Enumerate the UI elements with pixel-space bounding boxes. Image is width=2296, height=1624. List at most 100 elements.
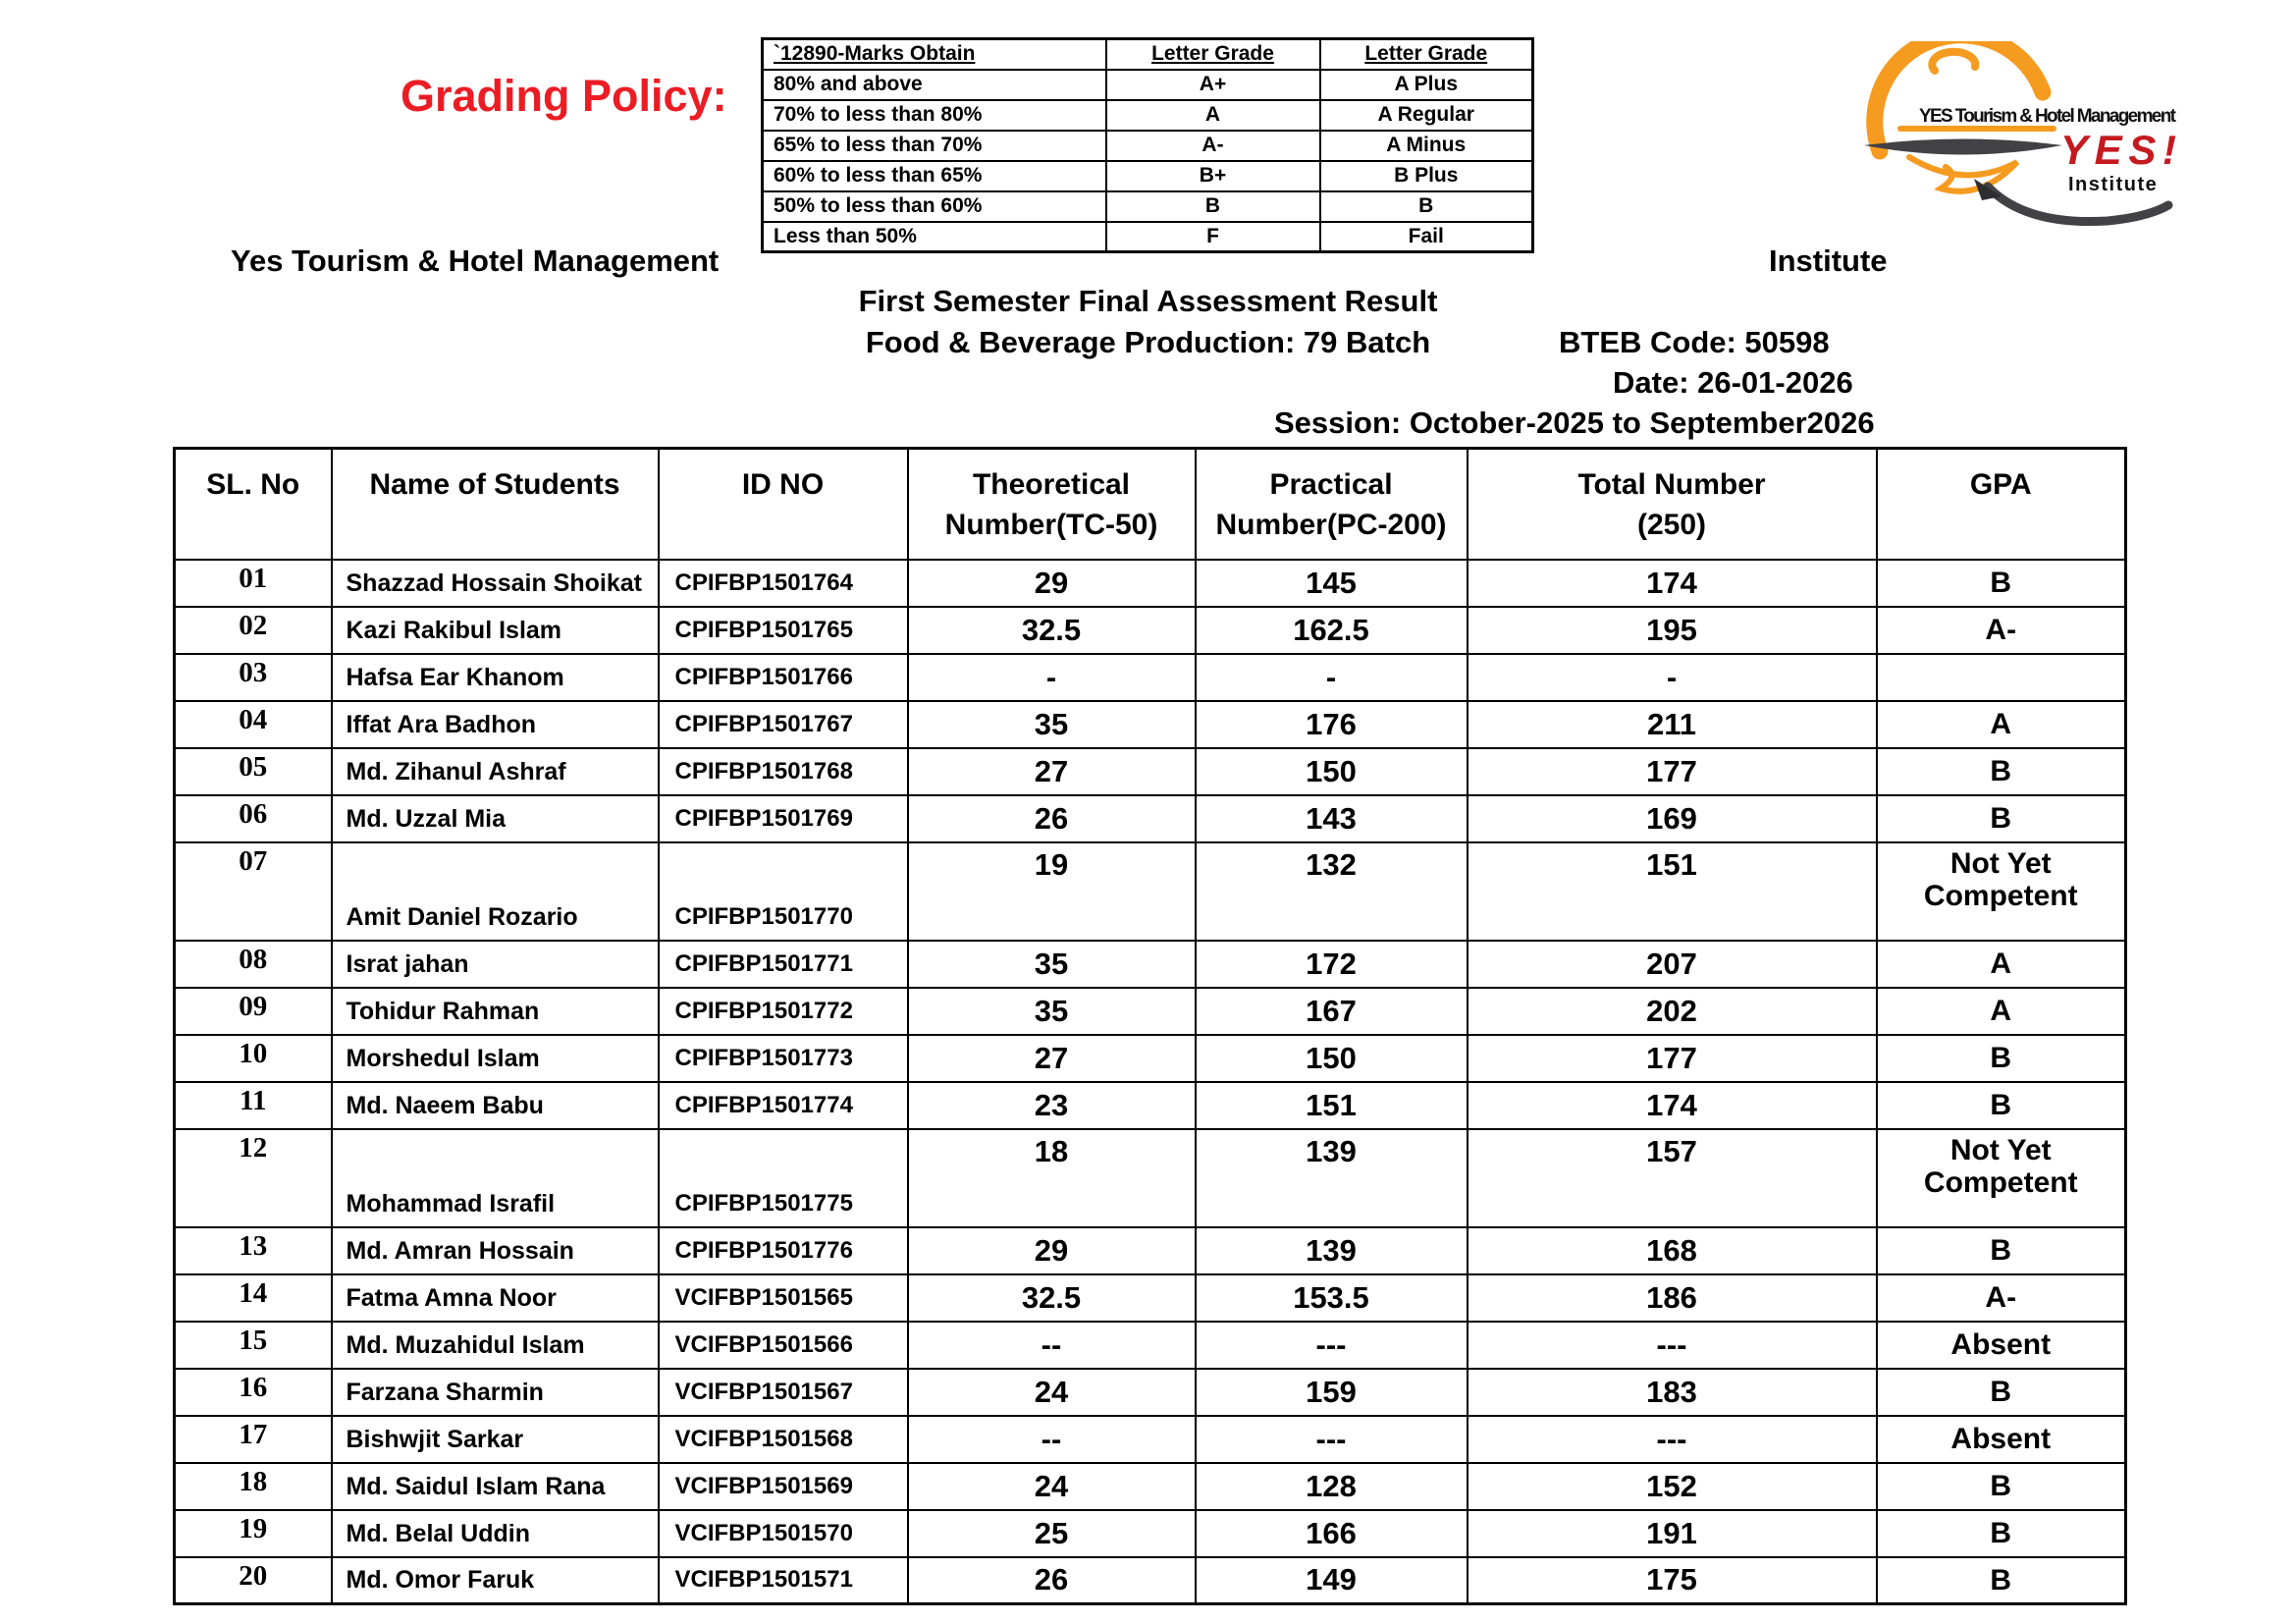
gpa-cell: Absent <box>1875 1320 2127 1370</box>
theoretical-number-cell: 27 <box>906 746 1197 796</box>
student-name-cell: Farzana Sharmin <box>330 1367 660 1417</box>
student-name-cell: Iffat Ara Badhon <box>330 699 660 749</box>
grading-policy-row: 60% to less than 65% B+ B Plus <box>761 159 1534 192</box>
practical-number-cell: 145 <box>1194 558 1468 608</box>
sl-number-cell: 02 <box>173 605 333 655</box>
table-row: 17 Bishwjit Sarkar VCIFBP1501568 -- --- --- Ab… <box>173 1414 2127 1464</box>
student-name-cell: Md. Saidul Islam Rana <box>330 1461 660 1511</box>
sl-number-cell: 19 <box>173 1508 333 1558</box>
student-id-cell: CPIFBP1501766 <box>657 652 909 702</box>
total-number-cell: 195 <box>1466 605 1878 655</box>
results-header-cell: Name of Students <box>330 447 660 561</box>
gpa-cell: A- <box>1875 1272 2127 1323</box>
student-name-cell: Bishwjit Sarkar <box>330 1414 660 1464</box>
student-id-cell: CPIFBP1501768 <box>657 746 909 796</box>
sl-number-cell: 13 <box>173 1225 333 1275</box>
gpa-cell: B <box>1875 1080 2127 1130</box>
swirl-icon <box>1906 154 2020 194</box>
letter-grade-cell: A+ <box>1104 68 1321 101</box>
sl-number-cell: 03 <box>173 652 333 702</box>
table-row: 14 Fatma Amna Noor VCIFBP1501565 32.5 153.5 1… <box>173 1272 2127 1323</box>
student-id-cell: CPIFBP1501776 <box>657 1225 909 1275</box>
sl-number-cell: 17 <box>173 1414 333 1464</box>
total-number-cell: 151 <box>1466 840 1878 942</box>
grading-policy-row: 50% to less than 60% B B <box>761 189 1534 223</box>
results-header-cell: GPA <box>1875 447 2127 561</box>
result-date: Date: 26-01-2026 <box>1613 365 1853 400</box>
marks-range-cell: 80% and above <box>761 68 1107 101</box>
student-id-cell: CPIFBP1501774 <box>657 1080 909 1130</box>
grading-policy-table-body: 80% and above A+ A Plus 70% to less than 80… <box>761 68 1534 253</box>
total-number-cell: 186 <box>1466 1272 1878 1323</box>
total-number-cell: 157 <box>1466 1127 1878 1228</box>
letter-grade-cell: B <box>1104 189 1321 223</box>
gpa-cell: A <box>1875 939 2127 989</box>
practical-number-cell: - <box>1194 652 1468 702</box>
gpa-cell: A <box>1875 699 2127 749</box>
marks-range-cell: 60% to less than 65% <box>761 159 1107 192</box>
practical-number-cell: 166 <box>1194 1508 1468 1558</box>
student-id-cell: CPIFBP1501764 <box>657 558 909 608</box>
total-number-cell: --- <box>1466 1320 1878 1370</box>
results-table-body: 01 Shazzad Hossain Shoikat CPIFBP1501764 29… <box>173 558 2127 1605</box>
table-row: 07 Amit Daniel Rozario CPIFBP1501770 19 132 1… <box>173 840 2127 942</box>
letter-grade-cell: Fail <box>1318 220 1534 253</box>
theoretical-number-cell: 35 <box>906 986 1197 1036</box>
table-row: 18 Md. Saidul Islam Rana VCIFBP1501569 24 12… <box>173 1461 2127 1511</box>
letter-grade-cell: B+ <box>1104 159 1321 192</box>
grading-policy-row: 65% to less than 70% A- A Minus <box>761 129 1534 162</box>
grading-policy-row: 70% to less than 80% A A Regular <box>761 98 1534 132</box>
sl-number-cell: 10 <box>173 1033 333 1083</box>
institute-logo: YES Tourism & Hotel Management YES! Inst… <box>1850 27 2263 243</box>
results-header-cell: Theoretical Number(TC-50) <box>906 447 1197 561</box>
gpa-cell: B <box>1875 1555 2127 1605</box>
grading-policy-header-cell: Letter Grade <box>1104 37 1321 71</box>
grading-policy-row: Less than 50% F Fail <box>761 220 1534 253</box>
student-id-cell: CPIFBP1501770 <box>657 840 909 942</box>
practical-number-cell: 143 <box>1194 793 1468 843</box>
practical-number-cell: 150 <box>1194 1033 1468 1083</box>
student-id-cell: VCIFBP1501565 <box>657 1272 909 1323</box>
letter-grade-cell: B <box>1318 189 1534 223</box>
results-header-cell: SL. No <box>173 447 333 561</box>
total-number-cell: --- <box>1466 1414 1878 1464</box>
student-name-cell: Amit Daniel Rozario <box>330 840 660 942</box>
total-number-cell: - <box>1466 652 1878 702</box>
grading-policy-header-cell: `12890-Marks Obtain <box>761 37 1107 71</box>
total-number-cell: 174 <box>1466 1080 1878 1130</box>
grading-policy-header-cell: Letter Grade <box>1318 37 1534 71</box>
results-table: SL. No Name of Students ID NO Theoretical N… <box>173 447 2127 1605</box>
gpa-cell: Absent <box>1875 1414 2127 1464</box>
theoretical-number-cell: 18 <box>906 1127 1197 1228</box>
student-name-cell: Hafsa Ear Khanom <box>330 652 660 702</box>
table-row: 04 Iffat Ara Badhon CPIFBP1501767 35 176 211 A <box>173 699 2127 749</box>
theoretical-number-cell: 24 <box>906 1367 1197 1417</box>
student-name-cell: Md. Muzahidul Islam <box>330 1320 660 1370</box>
total-number-cell: 211 <box>1466 699 1878 749</box>
total-number-cell: 169 <box>1466 793 1878 843</box>
table-row: 03 Hafsa Ear Khanom CPIFBP1501766- - - <box>173 652 2127 702</box>
theoretical-number-cell: 24 <box>906 1461 1197 1511</box>
practical-number-cell: --- <box>1194 1320 1468 1370</box>
theoretical-number-cell: 29 <box>906 558 1197 608</box>
total-number-cell: 175 <box>1466 1555 1878 1605</box>
student-id-cell: VCIFBP1501566 <box>657 1320 909 1370</box>
practical-number-cell: 132 <box>1194 840 1468 942</box>
grading-policy-table: `12890-Marks Obtain Letter Grade Letter Gr… <box>761 37 1534 253</box>
student-id-cell: CPIFBP1501773 <box>657 1033 909 1083</box>
student-name-cell: Md. Naeem Babu <box>330 1080 660 1130</box>
sl-number-cell: 16 <box>173 1367 333 1417</box>
sl-number-cell: 07 <box>173 840 333 942</box>
student-id-cell: CPIFBP1501772 <box>657 986 909 1036</box>
bteb-code: BTEB Code: 50598 <box>1559 325 1830 359</box>
cloche-knob-icon <box>1928 47 1980 75</box>
student-name-cell: Kazi Rakibul Islam <box>330 605 660 655</box>
org-name-right: Institute <box>1769 244 1888 278</box>
practical-number-cell: 139 <box>1194 1127 1468 1228</box>
sl-number-cell: 09 <box>173 986 333 1036</box>
logo-brand-word: YES! <box>2060 127 2176 173</box>
logo-underline <box>1897 126 2056 132</box>
sl-number-cell: 20 <box>173 1555 333 1605</box>
batch-title: Food & Beverage Production: 79 Batch <box>865 325 1431 359</box>
